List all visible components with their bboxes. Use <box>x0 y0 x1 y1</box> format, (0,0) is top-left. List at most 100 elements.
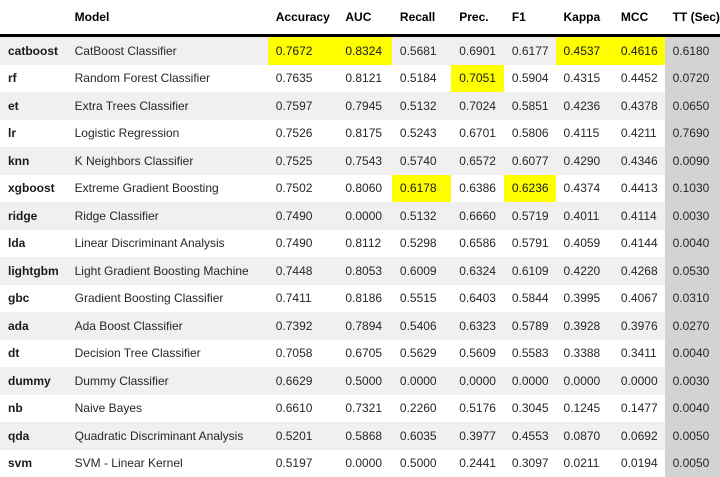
metric-cell: 0.5904 <box>511 71 549 86</box>
metric-cell: 0.7597 <box>275 98 313 113</box>
row-index-cell: nb <box>8 401 23 416</box>
metric-cell: 0.4268 <box>620 263 658 278</box>
metric-cell: 0.5681 <box>399 43 437 58</box>
metric-cell: 0.2260 <box>399 401 437 416</box>
table-row-et: et Extra Trees Classifier 0.7597 0.7945 0.51… <box>0 92 720 120</box>
table-row-lr: lr Logistic Regression 0.7526 0.8175 0.5243 0… <box>0 119 720 147</box>
metric-cell: 0.5176 <box>459 401 496 416</box>
metric-cell: 0.0030 <box>664 202 720 230</box>
metric-cell: 0.0090 <box>664 147 720 175</box>
model-name-cell: CatBoost Classifier <box>74 43 177 58</box>
metric-cell: 0.4115 <box>563 126 600 141</box>
metric-cell: 0.0194 <box>620 456 658 471</box>
metric-cell: 0.0870 <box>563 428 601 443</box>
metric-cell: 0.5844 <box>511 291 549 306</box>
metric-cell: 0.0040 <box>664 229 720 257</box>
metric-cell: 0.6901 <box>459 43 496 58</box>
model-name-cell: Light Gradient Boosting Machine <box>74 263 249 278</box>
metric-cell: 0.0040 <box>664 339 720 367</box>
metric-cell: 0.5806 <box>511 126 549 141</box>
metric-cell: 0.7411 <box>275 291 312 306</box>
metric-cell: 0.0720 <box>664 64 720 92</box>
metric-cell: 0.8053 <box>345 263 383 278</box>
table-row-svm: svm SVM - Linear Kernel 0.5197 0.0000 0.5000… <box>0 449 720 477</box>
column-header-recall: Recall <box>391 0 452 37</box>
metric-cell: 0.6403 <box>459 291 496 306</box>
metric-cell: 0.5184 <box>399 71 437 86</box>
metric-cell: 0.7672 <box>267 35 338 65</box>
table-row-xgboost: xgboost Extreme Gradient Boosting 0.7502 0.… <box>0 174 720 202</box>
metric-cell: 0.0000 <box>345 456 383 471</box>
metric-cell: 0.7490 <box>275 236 313 251</box>
column-header-f1: F1 <box>503 0 556 37</box>
metric-cell: 0.7051 <box>451 64 504 92</box>
metric-cell: 0.1245 <box>563 401 601 416</box>
metric-cell: 0.4413 <box>620 181 658 196</box>
metric-cell: 0.0040 <box>664 394 720 422</box>
table-row-nb: nb Naive Bayes 0.6610 0.7321 0.2260 0.5176 0.3… <box>0 394 720 422</box>
metric-cell: 0.7635 <box>275 71 313 86</box>
metric-cell: 0.0270 <box>664 312 720 340</box>
metric-cell: 0.6009 <box>399 263 437 278</box>
metric-cell: 0.0000 <box>620 373 658 388</box>
metric-cell: 0.6701 <box>459 126 496 141</box>
metric-cell: 0.5000 <box>399 456 437 471</box>
metric-cell: 0.0050 <box>664 422 720 450</box>
metric-cell: 0.4220 <box>563 263 601 278</box>
metric-cell: 0.0000 <box>459 373 496 388</box>
metric-cell: 0.3976 <box>620 318 658 333</box>
metric-cell: 0.8324 <box>337 35 392 65</box>
metric-cell: 0.6572 <box>459 153 496 168</box>
metric-cell: 0.4452 <box>620 71 658 86</box>
metric-cell: 0.8060 <box>345 181 383 196</box>
metric-cell: 0.5243 <box>399 126 437 141</box>
metric-cell: 0.5132 <box>399 98 437 113</box>
row-index-cell: lr <box>8 126 17 141</box>
metric-cell: 0.7525 <box>275 153 313 168</box>
metric-cell: 0.5197 <box>275 456 313 471</box>
model-name-cell: Quadratic Discriminant Analysis <box>74 428 244 443</box>
metric-cell: 0.6180 <box>664 35 720 65</box>
metric-cell: 0.5201 <box>275 428 313 443</box>
metric-cell: 0.6109 <box>511 263 549 278</box>
metric-cell: 0.5851 <box>511 98 549 113</box>
metric-cell: 0.7894 <box>345 318 383 333</box>
metric-cell: 0.5298 <box>399 236 437 251</box>
metric-cell: 0.0000 <box>563 373 601 388</box>
row-index-cell: svm <box>8 456 33 471</box>
metric-cell: 0.5719 <box>511 208 549 223</box>
metric-cell: 0.5132 <box>399 208 437 223</box>
metric-cell: 0.4346 <box>620 153 658 168</box>
metric-cell: 0.6236 <box>503 174 556 202</box>
metric-cell: 0.7024 <box>459 98 496 113</box>
metric-cell: 0.7448 <box>275 263 313 278</box>
metric-cell: 0.6660 <box>459 208 496 223</box>
metric-cell: 0.4011 <box>563 208 600 223</box>
metric-cell: 0.6035 <box>399 428 437 443</box>
table-row-ridge: ridge Ridge Classifier 0.7490 0.0000 0.5132 0… <box>0 202 720 230</box>
metric-cell: 0.6386 <box>459 181 496 196</box>
row-index-cell: gbc <box>8 291 30 306</box>
metric-cell: 0.6586 <box>459 236 496 251</box>
metric-cell: 0.0000 <box>511 373 549 388</box>
metric-cell: 0.4236 <box>563 98 601 113</box>
row-index-cell: ridge <box>8 208 38 223</box>
metric-cell: 0.0000 <box>399 373 437 388</box>
metric-cell: 0.7543 <box>345 153 383 168</box>
metric-cell: 0.4144 <box>620 236 658 251</box>
metric-cell: 0.0000 <box>345 208 383 223</box>
model-name-cell: Gradient Boosting Classifier <box>74 291 224 306</box>
model-name-cell: Naive Bayes <box>74 401 142 416</box>
table-row-catboost: catboost CatBoost Classifier 0.7672 0.8324 0… <box>0 35 720 65</box>
metric-cell: 0.4059 <box>563 236 601 251</box>
column-header-auc: AUC <box>337 0 392 37</box>
metric-cell: 0.1477 <box>620 401 658 416</box>
model-name-cell: K Neighbors Classifier <box>74 153 194 168</box>
metric-cell: 0.3388 <box>563 346 601 361</box>
metric-cell: 0.3995 <box>563 291 601 306</box>
metric-cell: 0.5000 <box>345 373 383 388</box>
row-index-cell: xgboost <box>8 181 55 196</box>
metric-cell: 0.5740 <box>399 153 437 168</box>
